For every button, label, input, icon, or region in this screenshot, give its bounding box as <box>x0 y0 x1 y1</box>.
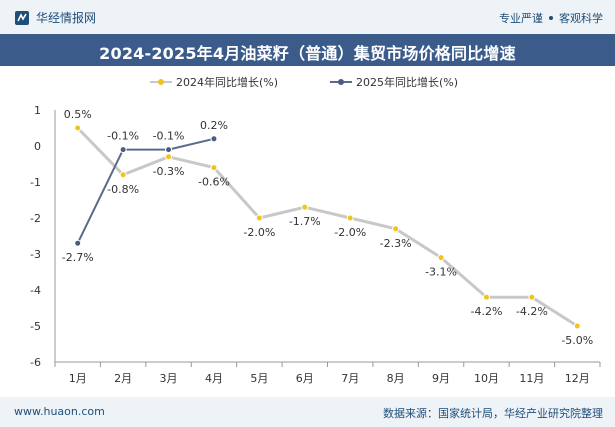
y-tick-label: 0 <box>34 140 41 153</box>
data-point-s2024[interactable] <box>528 293 536 301</box>
x-tick-label: 4月 <box>205 372 223 385</box>
tagline: 专业严谨 客观科学 <box>499 10 603 26</box>
separator-dot-icon <box>549 16 553 20</box>
tagline-left: 专业严谨 <box>499 12 543 25</box>
data-label-s2024: -2.0% <box>243 226 275 239</box>
data-label-s2025: -0.1% <box>107 130 139 143</box>
x-tick-label: 12月 <box>565 372 590 385</box>
x-tick-label: 1月 <box>69 372 87 385</box>
chart-title: 2024-2025年4月油菜籽（普通）集贸市场价格同比增速 <box>99 44 516 63</box>
x-tick-label: 7月 <box>341 372 359 385</box>
brand[interactable]: 华经情报网 <box>14 9 96 26</box>
tagline-right: 客观科学 <box>559 12 603 25</box>
y-tick-label: -3 <box>30 248 41 261</box>
data-point-s2024[interactable] <box>437 254 445 262</box>
data-label-s2024: -0.3% <box>153 165 185 178</box>
footer: www.huaon.com 数据来源：国家统计局，华经产业研究院整理 <box>0 397 615 427</box>
data-label-s2024: -0.6% <box>198 176 230 189</box>
data-labels: 0.5% -0.8% -0.3% -0.6% -2.0% -1.7% -2.0% -2.3% -… <box>62 108 594 347</box>
title-bar: 2024-2025年4月油菜籽（普通）集贸市场价格同比增速 <box>0 34 615 66</box>
data-label-s2024: -3.1% <box>425 266 457 279</box>
x-tick-label: 5月 <box>250 372 268 385</box>
data-point-s2024[interactable] <box>301 203 309 211</box>
data-label-s2025: -2.7% <box>62 251 94 264</box>
legend-marker-s2025 <box>338 79 344 85</box>
data-label-s2024: -2.3% <box>380 237 412 250</box>
x-tick-label: 8月 <box>387 372 405 385</box>
data-point-s2024[interactable] <box>482 293 490 301</box>
brand-name: 华经情报网 <box>36 11 97 25</box>
legend: 2024年同比增长(%) 2025年同比增长(%) <box>150 75 458 89</box>
x-axis: 1月 2月 3月 4月 5月 6月 7月 8月 9月 10月 11月 12月 <box>54 361 601 385</box>
y-tick-label: -5 <box>30 320 41 333</box>
y-axis: 1 0 -1 -2 -3 -4 -5 -6 <box>30 104 56 369</box>
x-tick-label: 9月 <box>432 372 450 385</box>
legend-label-s2025: 2025年同比增长(%) <box>356 75 458 89</box>
data-point-s2024[interactable] <box>165 153 173 161</box>
top-bar: 华经情报网 专业严谨 客观科学 <box>0 0 615 34</box>
series-line-s2025 <box>76 137 215 244</box>
data-point-s2024[interactable] <box>255 214 263 222</box>
data-point-s2025[interactable] <box>210 135 218 143</box>
data-point-s2024[interactable] <box>346 214 354 222</box>
data-label-s2024: -1.7% <box>289 215 321 228</box>
logo-icon <box>15 10 29 25</box>
x-tick-label: 10月 <box>474 372 499 385</box>
line-chart: 2024年同比增长(%) 2025年同比增长(%) 10-1-2-3-4-5-6 … <box>30 75 601 385</box>
data-label-s2024: 0.5% <box>64 108 92 121</box>
x-tick-label: 6月 <box>296 372 314 385</box>
data-point-s2025[interactable] <box>119 146 127 154</box>
data-label-s2025: 0.2% <box>200 119 228 132</box>
data-point-s2024[interactable] <box>119 171 127 179</box>
data-label-s2024: -0.8% <box>107 183 139 196</box>
data-point-s2024[interactable] <box>392 225 400 233</box>
data-label-s2024: -2.0% <box>334 226 366 239</box>
y-tick-label: -1 <box>30 176 41 189</box>
legend-label-s2024: 2024年同比增长(%) <box>176 75 278 89</box>
data-label-s2024: -4.2% <box>470 305 502 318</box>
data-point-s2024[interactable] <box>74 124 82 132</box>
y-tick-label: -2 <box>30 212 41 225</box>
data-point-s2024[interactable] <box>210 164 218 172</box>
x-tick-label: 3月 <box>160 372 178 385</box>
data-label-s2024: -5.0% <box>561 334 593 347</box>
x-tick-label: 2月 <box>114 372 132 385</box>
y-tick-label: -6 <box>30 356 41 369</box>
series-line-s2024 <box>76 126 579 328</box>
footer-source: 数据来源：国家统计局，华经产业研究院整理 <box>383 407 603 420</box>
y-tick-label: -4 <box>30 284 41 297</box>
data-point-s2024[interactable] <box>573 322 581 330</box>
legend-marker-s2024 <box>158 79 164 85</box>
data-point-s2025[interactable] <box>74 239 82 247</box>
data-point-s2025[interactable] <box>165 146 173 154</box>
data-label-s2024: -4.2% <box>516 305 548 318</box>
series-group <box>74 124 581 330</box>
footer-url[interactable]: www.huaon.com <box>14 405 105 418</box>
data-label-s2025: -0.1% <box>153 130 185 143</box>
y-tick-label: 1 <box>34 104 41 117</box>
x-tick-label: 11月 <box>519 372 544 385</box>
